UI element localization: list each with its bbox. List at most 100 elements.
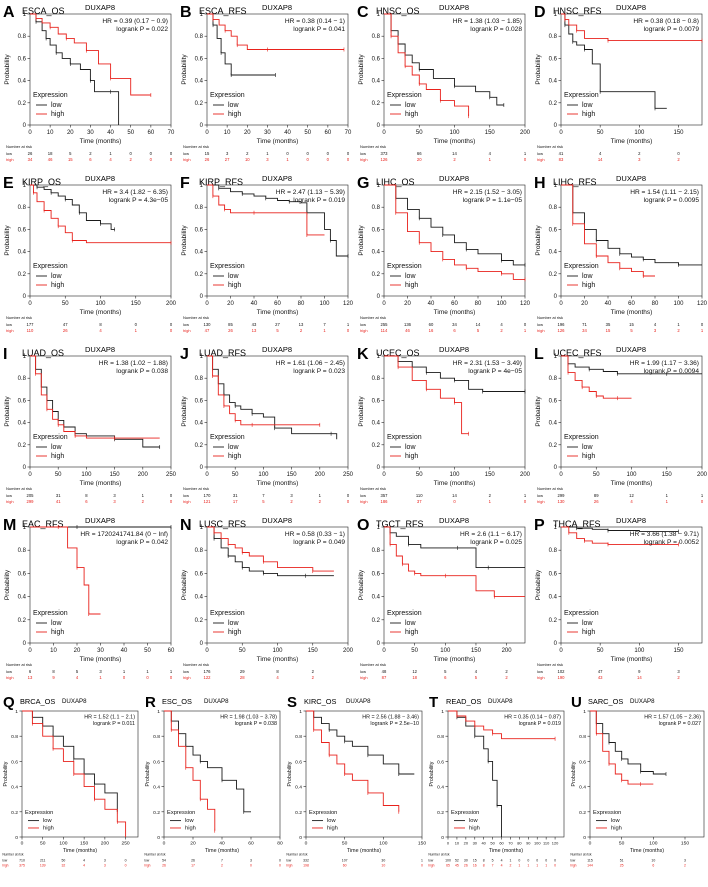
risk-count-low: 373 <box>381 151 389 156</box>
risk-count-high: 10 <box>381 864 385 868</box>
y-tick-label: 0 <box>377 294 381 300</box>
y-tick-label: 0 <box>157 835 160 841</box>
x-tick-label: 80 <box>475 301 482 307</box>
x-tick-label: 150 <box>485 130 496 136</box>
risk-count-low: 1 <box>510 859 512 863</box>
risk-row-label-high: high <box>6 499 14 504</box>
risk-count-high: 1 <box>536 864 538 868</box>
risk-table-title: Number at risk <box>6 144 32 149</box>
y-axis-label: Probability <box>358 225 365 256</box>
logrank-p: logrank P = 0.0094 <box>644 368 700 375</box>
risk-count-high: 6 <box>453 328 456 333</box>
y-tick-label: 0 <box>554 641 558 647</box>
legend-title: Expression <box>564 263 599 270</box>
x-tick-label: 20 <box>190 840 196 846</box>
hazard-ratio: HR = 2.6 (1.1 − 6.17) <box>460 531 522 538</box>
risk-count-high: 26 <box>162 864 166 868</box>
risk-count-low: 51 <box>620 859 624 863</box>
risk-count-high: 34 <box>28 157 33 162</box>
x-tick-label: 150 <box>308 648 319 654</box>
risk-count-high: 34 <box>582 328 587 333</box>
km-panel-h: H LIHC_RFS DUXAP8 0 0.2 0.4 0.6 0.8 1 Probability… <box>534 174 708 333</box>
risk-count-high: 6 <box>89 157 92 162</box>
km-curve-low <box>30 13 120 125</box>
x-tick-label: 0 <box>382 130 386 136</box>
risk-count-high: 1 <box>489 499 492 504</box>
y-tick-label: 0.4 <box>372 595 381 601</box>
logrank-p: logrank P = 0.0095 <box>644 197 700 204</box>
risk-row-label-low: low <box>144 859 150 863</box>
risk-count-low: 6 <box>29 669 32 674</box>
x-tick-label: 50 <box>593 472 600 478</box>
gene-label: DUXAP8 <box>262 345 292 354</box>
legend-label-low: low <box>582 620 593 627</box>
risk-count-high: 0 <box>250 864 252 868</box>
legend-label-low: low <box>51 620 62 627</box>
x-tick-label: 80 <box>298 301 305 307</box>
logrank-p: logrank P = 0.049 <box>293 539 345 546</box>
risk-count-high: 5 <box>262 499 265 504</box>
y-tick-label: 1 <box>23 183 27 189</box>
km-curve-low <box>306 710 415 775</box>
y-tick-label: 0.8 <box>18 205 27 211</box>
x-tick-label: 200 <box>343 648 354 654</box>
km-panel-o: O TGCT_RFS DUXAP8 0 0.2 0.4 0.6 0.8 1 Probability… <box>357 516 526 680</box>
legend-label-high: high <box>51 282 64 289</box>
legend-label-high: high <box>228 282 241 289</box>
y-tick-label: 0 <box>23 294 27 300</box>
x-axis-label: Time (months) <box>489 848 523 854</box>
x-axis-label: Time (months) <box>434 656 476 663</box>
risk-count-low: 170 <box>204 493 212 498</box>
risk-row-label-high: high <box>286 864 292 868</box>
risk-count-high: 25 <box>620 864 624 868</box>
plot-title: KIRP_OS <box>22 177 61 187</box>
x-tick-label: 20 <box>67 130 74 136</box>
risk-count-low: 115 <box>587 859 593 863</box>
risk-row-label-low: low <box>360 151 366 156</box>
gene-label: DUXAP8 <box>62 698 87 705</box>
legend-title: Expression <box>210 610 245 617</box>
x-tick-label: 20 <box>581 301 588 307</box>
x-tick-label: 120 <box>343 301 354 307</box>
risk-count-low: 8 <box>483 859 485 863</box>
risk-count-low: 5 <box>444 669 447 674</box>
risk-count-low: 43 <box>252 322 257 327</box>
risk-count-high: 0 <box>307 157 310 162</box>
y-tick-label: 0.6 <box>295 759 302 765</box>
km-curve-high <box>207 13 344 50</box>
y-tick-label: 0.4 <box>195 250 204 256</box>
y-axis-label: Probability <box>535 396 542 427</box>
risk-count-low: 3 <box>226 151 229 156</box>
x-tick-label: 20 <box>227 301 234 307</box>
x-tick-label: 60 <box>274 301 281 307</box>
panel-letter: H <box>534 175 546 192</box>
x-tick-label: 200 <box>101 840 109 846</box>
risk-count-high: 2 <box>290 499 293 504</box>
risk-count-high: 6 <box>85 499 88 504</box>
y-tick-label: 0 <box>200 123 204 129</box>
risk-count-low: 13 <box>299 322 304 327</box>
risk-count-low: 14 <box>452 493 457 498</box>
risk-row-label-high: high <box>6 157 14 162</box>
risk-count-high: 32 <box>62 864 66 868</box>
x-tick-label: 0 <box>21 840 24 846</box>
km-curve-high <box>590 710 654 785</box>
risk-count-low: 5 <box>76 669 79 674</box>
risk-count-high: 1 <box>701 328 704 333</box>
x-tick-label: 50 <box>597 130 604 136</box>
risk-table-title: Number at risk <box>6 662 32 667</box>
km-curve-high <box>384 526 525 598</box>
y-tick-label: 0.2 <box>549 618 558 624</box>
risk-count-high: 2 <box>677 675 680 680</box>
plot-title: UCEC_RFS <box>553 348 602 358</box>
logrank-p: logrank P = 0.011 <box>93 721 135 727</box>
x-tick-label: 30 <box>473 840 478 845</box>
risk-table-title: Number at risk <box>2 853 24 857</box>
risk-row-label-high: high <box>537 328 545 333</box>
panel-letter: L <box>534 346 544 363</box>
y-tick-label: 0.2 <box>195 443 204 449</box>
risk-count-high: 375 <box>19 864 25 868</box>
risk-count-high: 0 <box>347 157 350 162</box>
risk-count-high: 4 <box>109 157 112 162</box>
x-tick-label: 10 <box>224 130 231 136</box>
